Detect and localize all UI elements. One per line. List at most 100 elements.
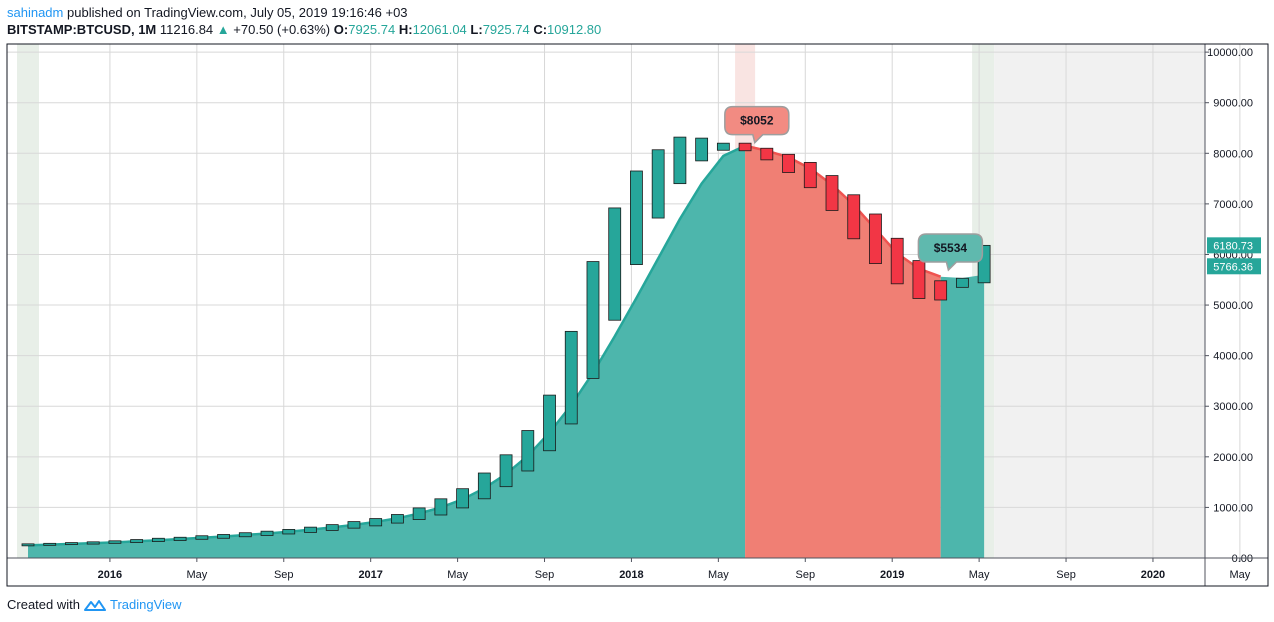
ohlc-legend: BITSTAMP:BTCUSD, 1M 11216.84 ▲ +70.50 (+…	[7, 22, 601, 37]
candle	[151, 537, 165, 542]
tradingview-link[interactable]: TradingView	[109, 597, 182, 612]
time-tick-label: Sep	[1056, 569, 1076, 581]
candle	[630, 170, 643, 265]
candle	[499, 454, 513, 488]
price-callout: $8052	[724, 105, 790, 145]
candle	[738, 142, 752, 152]
candle	[282, 529, 296, 535]
green-area	[28, 145, 746, 559]
time-tick-label: 2017	[358, 569, 382, 581]
candle	[325, 524, 339, 531]
price-callout: $5534	[917, 233, 984, 272]
price-tick-label: 3000.00	[1213, 401, 1253, 413]
high-value: 12061.04	[412, 22, 467, 37]
time-tick-label: May	[1229, 569, 1250, 581]
candle	[195, 535, 209, 540]
price-tick-label: 9000.00	[1213, 98, 1253, 110]
green-area	[940, 274, 985, 558]
price-callout-label: $8052	[740, 114, 774, 128]
candle	[238, 532, 252, 538]
candle	[391, 514, 404, 524]
price-change: +70.50 (+0.63%)	[233, 22, 331, 37]
candle	[847, 194, 861, 240]
chart-frame	[6, 43, 1269, 587]
time-tick-label: Sep	[795, 569, 815, 581]
candle	[782, 153, 795, 173]
open-label: O:	[333, 22, 349, 37]
published-text: published on TradingView.com, July 05, 2…	[67, 5, 408, 20]
future-area	[994, 44, 1205, 558]
candle	[934, 280, 948, 301]
candle	[608, 207, 622, 321]
candle	[456, 488, 470, 509]
candle	[86, 541, 100, 545]
last-price: 11216.84	[159, 22, 214, 37]
candle	[130, 539, 144, 543]
price-tick-label: 5000.00	[1213, 300, 1253, 312]
candle	[955, 277, 969, 288]
close-value: 10912.80	[547, 22, 602, 37]
price-tick-label: 7000.00	[1213, 199, 1253, 211]
time-tick-label: May	[186, 569, 207, 581]
price-callout-label: $5534	[934, 241, 968, 255]
candle	[543, 394, 556, 452]
candle	[260, 530, 274, 536]
price-tag-label: 5766.36	[1213, 261, 1253, 273]
open-value: 7925.74	[348, 22, 396, 37]
candle	[412, 507, 426, 520]
candle	[716, 142, 730, 151]
price-tick-label: 0.00	[1232, 553, 1253, 565]
time-tick-label: 2020	[1141, 569, 1165, 581]
created-with-text: Created with	[7, 597, 80, 612]
time-tick-label: 2019	[880, 569, 904, 581]
time-tick-label: 2018	[619, 569, 643, 581]
candle	[65, 542, 78, 545]
author-link[interactable]: sahinadm	[7, 5, 64, 20]
candle	[43, 542, 57, 546]
price-tick-label: 1000.00	[1213, 502, 1253, 514]
candle	[869, 213, 882, 264]
low-value: 7925.74	[482, 22, 530, 37]
tradingview-logo-icon	[83, 599, 106, 611]
candle	[586, 261, 600, 379]
publish-info: sahinadm published on TradingView.com, J…	[7, 5, 408, 20]
candle	[108, 540, 122, 544]
up-triangle-icon: ▲	[216, 22, 230, 37]
time-tick-label: May	[447, 569, 468, 581]
time-tick-label: May	[969, 569, 990, 581]
price-tag	[1207, 237, 1261, 254]
candle	[347, 521, 361, 529]
footer: Created with TradingView	[7, 597, 182, 612]
time-tick-label: Sep	[274, 569, 294, 581]
high-label: H:	[398, 22, 413, 37]
time-tick-label: May	[708, 569, 729, 581]
candle	[564, 330, 578, 425]
low-label: L:	[470, 22, 483, 37]
candle	[434, 498, 448, 516]
close-label: C:	[533, 22, 548, 37]
candle	[803, 161, 817, 189]
candle	[760, 147, 774, 161]
trend-line	[744, 144, 942, 278]
candle	[304, 526, 317, 533]
candle	[890, 237, 904, 285]
trend-line	[27, 144, 746, 547]
highlight-column	[17, 44, 39, 558]
price-tick-label: 10000.00	[1207, 47, 1253, 59]
candle	[912, 260, 926, 299]
symbol-label: BITSTAMP:BTCUSD, 1M	[7, 22, 157, 37]
price-tick-label: 8000.00	[1213, 148, 1253, 160]
price-tag	[1207, 258, 1261, 275]
candle	[521, 430, 535, 472]
candle	[21, 543, 35, 547]
price-tag-label: 6180.73	[1213, 240, 1253, 252]
candle	[651, 149, 665, 219]
candle	[217, 534, 230, 539]
candle	[695, 137, 709, 162]
candle	[369, 518, 383, 527]
candle	[825, 175, 839, 211]
price-tick-label: 2000.00	[1213, 452, 1253, 464]
time-tick-label: 2016	[98, 569, 122, 581]
candle	[173, 536, 187, 541]
